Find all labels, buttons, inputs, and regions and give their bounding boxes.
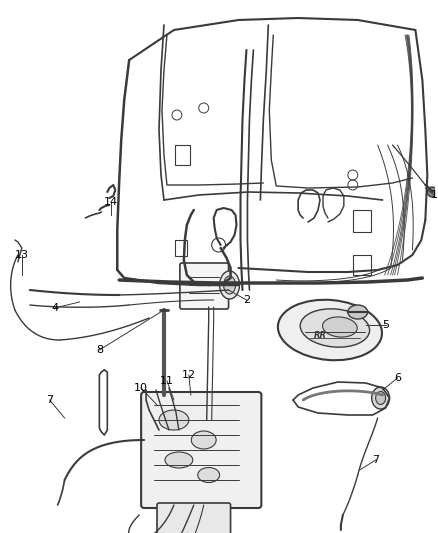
Text: 7: 7: [46, 395, 53, 405]
Text: 14: 14: [104, 197, 118, 207]
Text: 1: 1: [431, 190, 438, 200]
FancyBboxPatch shape: [141, 392, 261, 508]
Ellipse shape: [219, 271, 240, 299]
Ellipse shape: [348, 305, 367, 319]
Ellipse shape: [278, 300, 382, 360]
Bar: [353, 210, 371, 232]
Text: 4: 4: [51, 303, 58, 313]
Ellipse shape: [372, 387, 389, 409]
Ellipse shape: [322, 317, 357, 337]
Ellipse shape: [198, 467, 219, 482]
FancyBboxPatch shape: [180, 263, 229, 309]
Text: 11: 11: [160, 376, 174, 386]
Text: 13: 13: [15, 250, 29, 260]
Text: 7: 7: [372, 455, 379, 465]
Text: 10: 10: [134, 383, 148, 393]
Text: 6: 6: [394, 373, 401, 383]
Ellipse shape: [191, 431, 216, 449]
Circle shape: [427, 187, 437, 197]
Ellipse shape: [165, 452, 193, 468]
Bar: [353, 255, 371, 275]
Text: RR: RR: [314, 330, 326, 340]
FancyBboxPatch shape: [157, 503, 230, 533]
Bar: [175, 240, 187, 256]
Text: 5: 5: [382, 320, 389, 330]
Ellipse shape: [376, 392, 385, 405]
Ellipse shape: [159, 410, 189, 430]
Text: 8: 8: [96, 345, 103, 355]
Ellipse shape: [300, 309, 370, 347]
Text: 2: 2: [243, 295, 250, 305]
Text: 12: 12: [182, 370, 196, 380]
Bar: [175, 145, 190, 165]
Ellipse shape: [224, 276, 236, 294]
